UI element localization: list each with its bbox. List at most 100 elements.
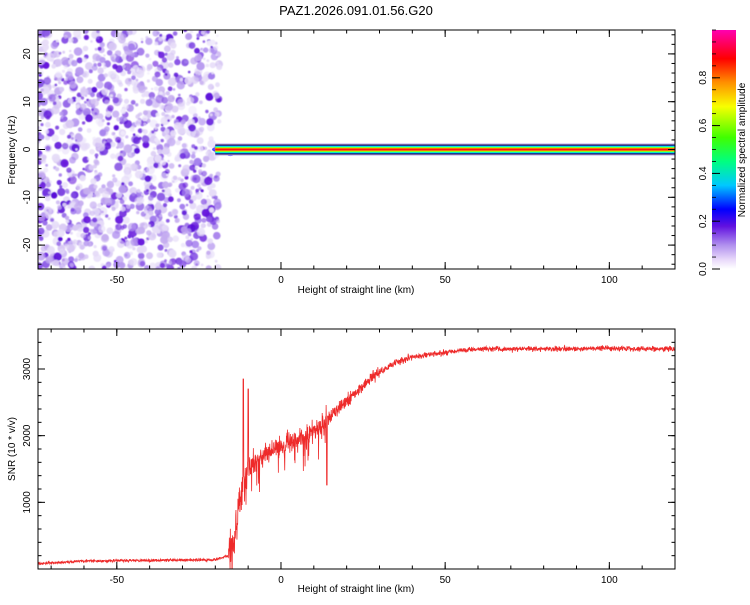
noise-blob: [148, 195, 154, 201]
x-tick-label: 50: [440, 575, 452, 586]
noise-blob: [48, 94, 56, 102]
noise-blob: [82, 156, 89, 164]
noise-blob: [210, 45, 213, 49]
noise-blob: [120, 206, 126, 212]
noise-blob: [144, 175, 152, 183]
spectrogram-panel: -50 0 50 100 -20 -10 0 10 20 Height of straight …: [7, 29, 676, 296]
noise-blob: [101, 265, 107, 269]
noise-blob: [151, 233, 156, 238]
noise-blob: [167, 137, 176, 147]
snr-series-line: [38, 344, 675, 569]
noise-blob: [42, 61, 50, 69]
noise-blob: [214, 201, 222, 209]
noise-blob: [71, 143, 80, 153]
noise-blob: [51, 63, 57, 69]
noise-blob: [75, 66, 84, 76]
noise-blob: [131, 236, 134, 239]
noise-blob: [116, 93, 122, 99]
noise-blob: [186, 122, 191, 127]
noise-blob: [161, 146, 170, 155]
snr-panel: -50 0 50 100 1000 2000 3000 Height of straight…: [7, 328, 676, 595]
noise-blob: [145, 53, 150, 58]
noise-blob: [125, 204, 131, 209]
noise-blob: [143, 225, 147, 228]
noise-blob: [97, 46, 102, 51]
noise-blob: [164, 248, 168, 252]
noise-blob: [94, 153, 99, 158]
noise-blob: [123, 98, 130, 104]
noise-blob: [154, 41, 159, 46]
noise-blob: [46, 97, 49, 101]
noise-blob: [91, 113, 98, 120]
noise-blob: [119, 34, 127, 41]
noise-blob: [134, 119, 142, 127]
noise-blob: [131, 192, 136, 197]
noise-blob: [170, 42, 177, 49]
noise-blob: [71, 36, 79, 44]
noise-blob: [141, 135, 150, 143]
noise-blob: [73, 47, 83, 56]
noise-blob: [115, 215, 124, 224]
noise-blob: [135, 227, 143, 235]
noise-blob: [43, 167, 49, 173]
noise-blob: [106, 180, 115, 189]
noise-blob: [188, 124, 196, 132]
noise-blob: [130, 100, 136, 105]
noise-blob: [74, 173, 78, 177]
noise-blob: [55, 167, 60, 172]
noise-blob: [131, 152, 136, 157]
noise-blob: [185, 235, 190, 240]
noise-blob: [180, 242, 186, 248]
noise-blob: [56, 241, 61, 247]
noise-blob: [130, 238, 139, 246]
noise-blob: [215, 82, 220, 88]
noise-blob: [51, 106, 60, 115]
noise-blob: [61, 257, 69, 266]
noise-blob: [153, 162, 159, 169]
noise-blob: [82, 226, 90, 234]
noise-blob: [60, 264, 64, 267]
noise-blob: [165, 218, 170, 223]
noise-blob: [93, 184, 98, 189]
noise-blob: [65, 219, 70, 223]
noise-blob: [41, 86, 50, 94]
noise-blob: [110, 153, 116, 159]
noise-blob: [45, 115, 51, 120]
noise-blob: [107, 105, 114, 112]
noise-blob: [164, 169, 170, 174]
noise-blob: [214, 259, 218, 263]
noise-blob: [165, 91, 170, 96]
noise-blob: [120, 130, 126, 136]
noise-blob: [200, 189, 204, 193]
noise-blob: [111, 206, 116, 211]
noise-blob: [151, 75, 159, 82]
noise-blob: [177, 136, 183, 141]
noise-blob: [189, 164, 196, 171]
noise-blob: [194, 47, 200, 54]
noise-blob: [166, 52, 175, 61]
noise-blob: [201, 170, 208, 177]
noise-blob: [81, 121, 86, 125]
noise-blob: [154, 71, 161, 78]
noise-blob: [38, 140, 41, 148]
noise-blob: [38, 174, 43, 178]
noise-blob: [69, 156, 76, 164]
noise-blob: [127, 70, 132, 75]
colorbar-tick-label: 0.0: [698, 262, 709, 276]
noise-blob: [71, 173, 76, 177]
noise-blob: [167, 94, 175, 103]
noise-blob: [200, 198, 207, 205]
noise-blob: [45, 121, 51, 128]
x-tick-label: 0: [278, 575, 284, 586]
noise-blob: [203, 146, 208, 150]
noise-blob: [203, 47, 209, 53]
noise-blob: [188, 42, 196, 49]
noise-blob: [186, 96, 194, 104]
noise-blob: [51, 134, 59, 142]
noise-blob: [56, 179, 62, 186]
noise-blob: [202, 155, 210, 163]
noise-blob: [162, 203, 168, 208]
noise-blob: [123, 120, 133, 129]
noise-blob: [67, 177, 71, 182]
noise-blob: [216, 61, 219, 65]
